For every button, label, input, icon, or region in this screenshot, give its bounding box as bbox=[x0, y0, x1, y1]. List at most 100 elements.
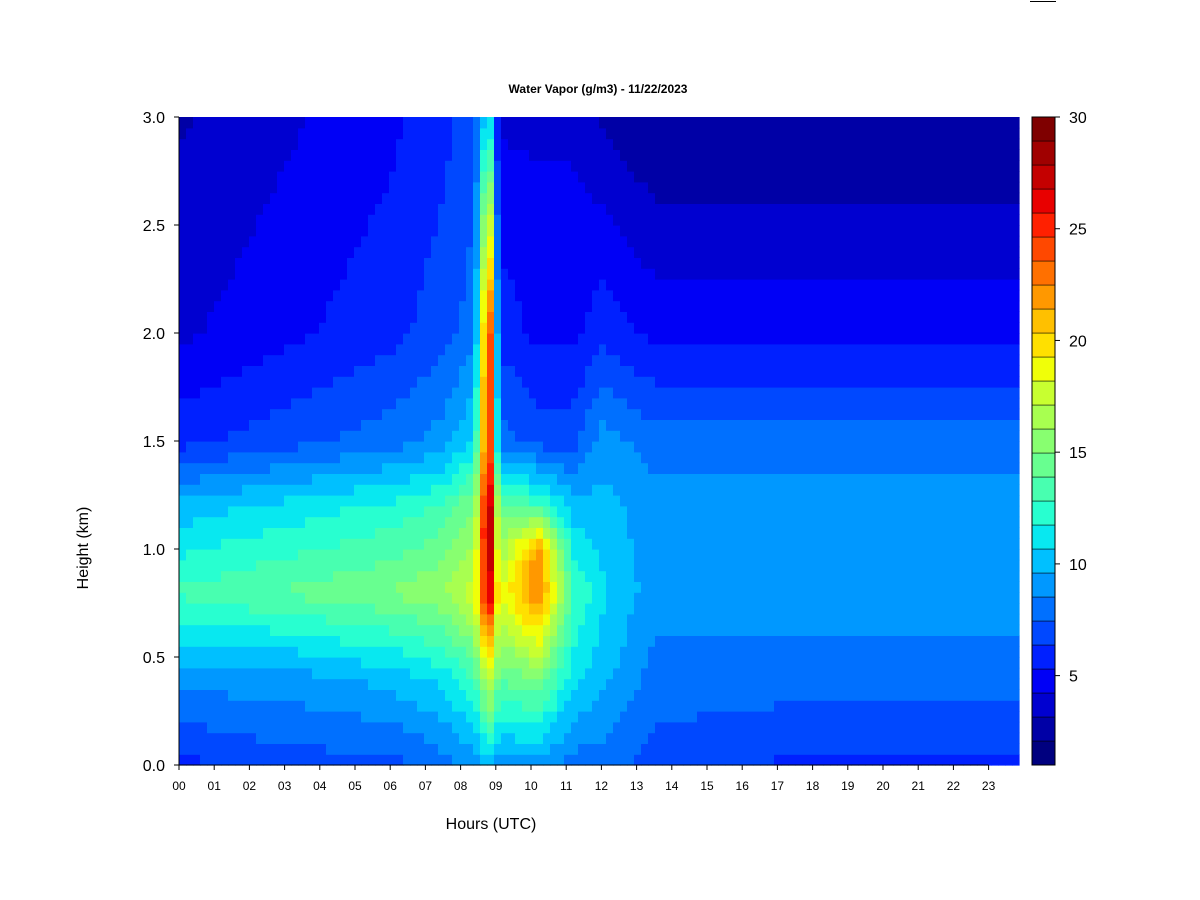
heatmap-cell bbox=[389, 333, 397, 345]
heatmap-cell bbox=[536, 700, 544, 712]
heatmap-cell bbox=[298, 689, 306, 701]
heatmap-cell bbox=[613, 657, 621, 669]
heatmap-cell bbox=[207, 441, 215, 453]
heatmap-cell bbox=[655, 527, 663, 539]
heatmap-cell bbox=[480, 289, 488, 302]
heatmap-cell bbox=[690, 289, 698, 302]
heatmap-cell bbox=[270, 592, 278, 604]
heatmap-cell bbox=[599, 613, 607, 626]
heatmap-cell bbox=[214, 160, 222, 172]
heatmap-cell bbox=[312, 365, 320, 377]
heatmap-cell bbox=[214, 246, 222, 258]
heatmap-cell bbox=[515, 657, 523, 669]
heatmap-cell bbox=[578, 192, 586, 204]
heatmap-cell bbox=[690, 646, 698, 658]
heatmap-cell bbox=[375, 473, 383, 485]
heatmap-cell bbox=[396, 246, 404, 258]
heatmap-cell bbox=[452, 376, 460, 388]
heatmap-cell bbox=[501, 333, 509, 345]
heatmap-cell bbox=[361, 387, 369, 399]
heatmap-cell bbox=[347, 171, 355, 183]
heatmap-cell bbox=[410, 635, 418, 647]
heatmap-cell bbox=[746, 387, 754, 399]
heatmap-cell bbox=[270, 149, 278, 161]
heatmap-cell bbox=[298, 624, 306, 636]
heatmap-cell bbox=[725, 225, 733, 237]
heatmap-cell bbox=[277, 343, 285, 356]
heatmap-cell bbox=[382, 635, 390, 647]
heatmap-cell bbox=[522, 289, 530, 302]
heatmap-cell bbox=[193, 343, 201, 356]
heatmap-cell bbox=[361, 527, 369, 539]
heatmap-cell bbox=[431, 376, 439, 388]
heatmap-cell bbox=[382, 538, 390, 550]
heatmap-cell bbox=[697, 657, 705, 669]
heatmap-cell bbox=[249, 484, 257, 496]
heatmap-cell bbox=[690, 603, 698, 615]
heatmap-cell bbox=[627, 192, 635, 204]
heatmap-cell bbox=[403, 138, 411, 150]
heatmap-cell bbox=[326, 149, 334, 161]
heatmap-cell bbox=[634, 354, 642, 366]
heatmap-cell bbox=[312, 160, 320, 172]
heatmap-cell bbox=[669, 289, 677, 302]
heatmap-cell bbox=[242, 138, 250, 150]
heatmap-cell bbox=[459, 192, 467, 204]
heatmap-cell bbox=[193, 754, 201, 766]
heatmap-cell bbox=[585, 343, 593, 356]
heatmap-cell bbox=[606, 667, 614, 680]
heatmap-cell bbox=[382, 462, 390, 474]
heatmap-cell bbox=[718, 246, 726, 258]
heatmap-cell bbox=[732, 300, 740, 312]
heatmap-cell bbox=[326, 484, 334, 496]
heatmap-cell bbox=[431, 127, 439, 140]
heatmap-cell bbox=[235, 419, 243, 431]
heatmap-cell bbox=[459, 300, 467, 312]
heatmap-cell bbox=[200, 549, 208, 561]
heatmap-cell bbox=[592, 495, 600, 507]
heatmap-cell bbox=[333, 343, 341, 356]
heatmap-cell bbox=[375, 603, 383, 615]
heatmap-cell bbox=[522, 376, 530, 388]
heatmap-cell bbox=[277, 408, 285, 420]
heatmap-cell bbox=[410, 354, 418, 366]
heatmap-cell bbox=[753, 473, 761, 485]
heatmap-cell bbox=[368, 214, 376, 226]
heatmap-cell bbox=[186, 538, 194, 550]
heatmap-cell bbox=[746, 473, 754, 485]
heatmap-cell bbox=[368, 462, 376, 474]
heatmap-cell bbox=[557, 289, 565, 302]
heatmap-cell bbox=[354, 354, 362, 366]
heatmap-cell bbox=[669, 646, 677, 658]
heatmap-cell bbox=[592, 203, 600, 215]
heatmap-cell bbox=[676, 214, 684, 226]
heatmap-cell bbox=[361, 171, 369, 183]
heatmap-cell bbox=[445, 171, 453, 183]
heatmap-cell bbox=[235, 149, 243, 161]
heatmap-cell bbox=[487, 138, 495, 150]
heatmap-cell bbox=[683, 538, 691, 550]
heatmap-cell bbox=[270, 376, 278, 388]
heatmap-cell bbox=[578, 117, 586, 129]
heatmap-cell bbox=[431, 117, 439, 129]
heatmap-cell bbox=[284, 624, 292, 636]
heatmap-cell bbox=[193, 495, 201, 507]
heatmap-cell bbox=[466, 192, 474, 204]
heatmap-cell bbox=[214, 549, 222, 561]
heatmap-cell bbox=[718, 333, 726, 345]
heatmap-cell bbox=[690, 451, 698, 464]
heatmap-cell bbox=[550, 549, 558, 561]
heatmap-cell bbox=[487, 732, 495, 744]
heatmap-cell bbox=[739, 592, 747, 604]
heatmap-cell bbox=[249, 343, 257, 356]
heatmap-cell bbox=[683, 711, 691, 723]
heatmap-cell bbox=[333, 451, 341, 464]
heatmap-cell bbox=[508, 462, 516, 474]
heatmap-cell bbox=[389, 354, 397, 366]
heatmap-cell bbox=[396, 181, 404, 194]
heatmap-cell bbox=[326, 721, 334, 734]
heatmap-cell bbox=[242, 700, 250, 712]
heatmap-cell bbox=[487, 203, 495, 215]
heatmap-cell bbox=[214, 667, 222, 680]
heatmap-cell bbox=[585, 387, 593, 399]
